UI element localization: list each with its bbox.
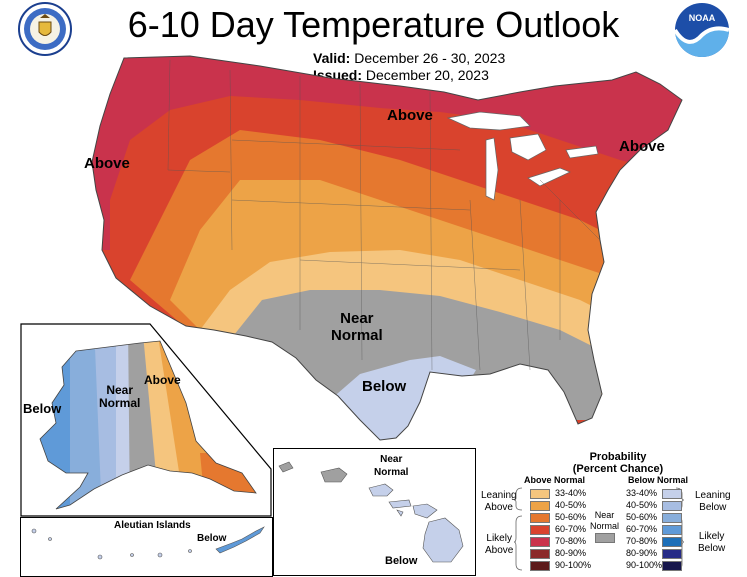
legend-swatch-below-1 <box>662 501 682 511</box>
lake-ontario <box>565 145 599 159</box>
legend-range-above-1: 40-50% <box>555 500 587 510</box>
legend-likely-below-line2: Below <box>698 543 726 554</box>
label-above-northeast: Above <box>619 138 665 155</box>
legend-leaning-above: Leaning Above <box>481 490 517 514</box>
legend-likely-below-line1: Likely <box>698 531 725 542</box>
legend-near-normal: Near Normal <box>590 510 619 532</box>
legend-below-head: Below Normal <box>628 475 689 485</box>
label-below-texas: Below <box>362 378 407 395</box>
noaa-logo-icon: NOAA <box>673 3 730 57</box>
valid-dates: Valid: December 26 - 30, 2023 <box>313 50 505 66</box>
lake-huron <box>509 133 547 161</box>
legend-swatch-below-3 <box>662 525 682 535</box>
legend-swatch-below-2 <box>662 513 682 523</box>
lake-michigan <box>485 137 499 201</box>
legend-swatch-above-0 <box>530 489 550 499</box>
legend-likely-above: Likely Above <box>485 533 513 557</box>
department-of-commerce-seal-icon <box>18 2 72 56</box>
state-boundaries <box>167 59 601 371</box>
legend-leaning-below-line2: Below <box>699 502 727 513</box>
label-ak-above: Above <box>144 373 181 387</box>
legend-swatch-above-3 <box>530 525 550 535</box>
issued-date: Issued: December 20, 2023 <box>313 67 489 83</box>
legend-swatch-above-5 <box>530 549 550 559</box>
legend-range-below-2: 50-60% <box>626 512 658 522</box>
aleutian-islands-shapes <box>31 526 265 560</box>
label-above-west: Above <box>84 155 130 172</box>
legend-likely-above-line1: Likely <box>486 533 512 544</box>
legend-swatch-near-normal <box>595 533 615 543</box>
legend-swatch-above-1 <box>530 501 550 511</box>
legend-likely-above-line2: Above <box>485 545 514 556</box>
legend-title-line1: Probability <box>589 451 647 463</box>
lake-erie <box>527 167 571 187</box>
conus-outline <box>91 55 683 441</box>
legend-range-above-0: 33-40% <box>555 488 587 498</box>
label-near-normal-line2: Normal <box>331 327 383 344</box>
legend-above-head: Above Normal <box>524 475 586 485</box>
hawaii-islands-shapes <box>278 461 464 563</box>
legend-swatch-below-5 <box>662 549 682 559</box>
legend-leaning-below-line1: Leaning <box>695 490 731 501</box>
svg-text:NOAA: NOAA <box>689 13 716 23</box>
label-hi-near-normal: Near Normal <box>374 453 408 479</box>
label-hi-near-normal-line1: Near <box>380 454 403 465</box>
label-ak-near-normal-line2: Normal <box>99 396 141 410</box>
valid-value: December 26 - 30, 2023 <box>354 50 506 66</box>
legend-range-below-6: 90-100% <box>626 560 663 570</box>
legend-title: Probability (Percent Chance) <box>563 451 673 475</box>
legend-range-above-4: 70-80% <box>555 536 587 546</box>
legend-range-below-1: 40-50% <box>626 500 658 510</box>
label-ak-near-normal: Near Normal <box>99 384 140 410</box>
valid-label: Valid: <box>313 50 351 66</box>
label-hi-near-normal-line2: Normal <box>374 467 409 478</box>
issued-value: December 20, 2023 <box>365 67 489 83</box>
legend-leaning-above-line1: Leaning <box>481 490 517 501</box>
label-hi-below: Below <box>385 555 418 567</box>
zone-above-70-80 <box>92 56 682 250</box>
legend-swatch-below-6 <box>662 561 682 571</box>
legend-swatch-above-4 <box>530 537 550 547</box>
label-ak-near-normal-line1: Near <box>106 383 134 397</box>
legend-near-normal-line2: Normal <box>590 521 620 531</box>
map-title: 6-10 Day Temperature Outlook <box>127 4 620 45</box>
legend-range-below-3: 60-70% <box>626 524 658 534</box>
legend-range-below-0: 33-40% <box>626 488 658 498</box>
alaska-inset <box>20 323 272 517</box>
label-above-north: Above <box>387 107 433 124</box>
legend-leaning-below: Leaning Below <box>695 490 731 514</box>
legend-likely-below: Likely Below <box>698 531 725 555</box>
legend-swatch-below-4 <box>662 537 682 547</box>
legend-title-line2: (Percent Chance) <box>572 463 664 475</box>
label-near-normal: Near Normal <box>331 310 383 344</box>
legend-range-below-4: 70-80% <box>626 536 658 546</box>
legend-range-above-2: 50-60% <box>555 512 587 522</box>
aleutian-title: Aleutian Islands <box>114 520 191 531</box>
legend-swatch-below-0 <box>662 489 682 499</box>
legend-range-above-6: 90-100% <box>555 560 592 570</box>
legend-range-above-5: 80-90% <box>555 548 587 558</box>
legend-swatch-above-2 <box>530 513 550 523</box>
legend-range-below-5: 80-90% <box>626 548 658 558</box>
legend-leaning-above-line2: Above <box>484 502 513 513</box>
legend-range-above-3: 60-70% <box>555 524 587 534</box>
label-near-normal-line1: Near <box>340 310 374 327</box>
lake-superior <box>446 111 531 131</box>
label-ak-below: Below <box>23 401 62 416</box>
legend-near-normal-line1: Near <box>594 510 615 520</box>
label-aleutian-below: Below <box>197 533 227 544</box>
legend-swatch-above-6 <box>530 561 550 571</box>
